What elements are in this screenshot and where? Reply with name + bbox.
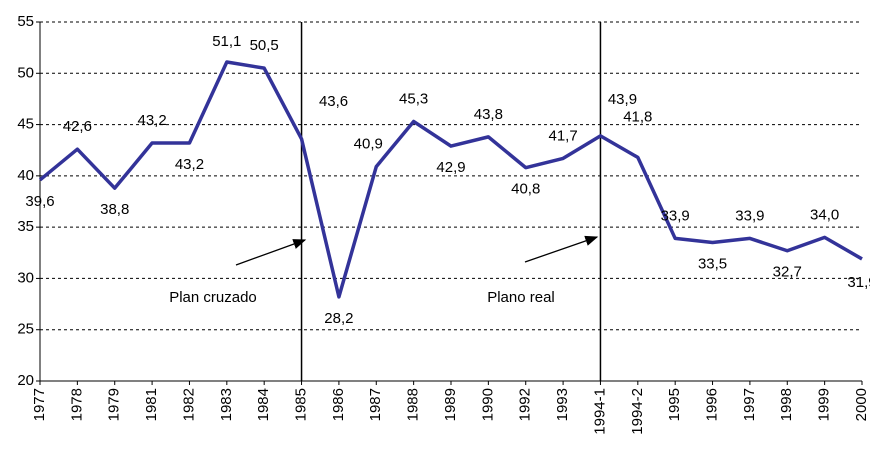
data-label: 43,8: [474, 106, 503, 123]
x-tick-label: 1978: [68, 388, 85, 421]
x-tick-label: 1981: [143, 388, 160, 421]
x-tick-label: 1990: [479, 388, 496, 421]
x-tick-label: 2000: [853, 388, 870, 421]
data-label: 42,6: [63, 118, 92, 135]
x-tick-label: 1997: [741, 388, 758, 421]
data-label: 28,2: [324, 310, 353, 327]
data-label: 39,6: [25, 193, 54, 210]
x-tick-label: 1983: [218, 388, 235, 421]
data-label: 43,2: [175, 156, 204, 173]
x-tick-label: 1995: [666, 388, 683, 421]
x-tick-label: 1989: [442, 388, 459, 421]
x-tick-label: 1999: [816, 388, 833, 421]
data-label: 43,2: [137, 112, 166, 129]
data-label: 43,6: [319, 93, 348, 110]
data-label: 34,0: [810, 206, 839, 223]
arrow: [235, 239, 307, 266]
x-tick-label: 1993: [554, 388, 571, 421]
line-series: [38, 60, 863, 299]
data-label: 32,7: [773, 264, 802, 281]
x-tick-label: 1994-1: [591, 388, 608, 435]
x-tick-label: 1982: [180, 388, 197, 421]
x-tick-label: 1979: [106, 388, 123, 421]
x-tick-label: 1986: [330, 388, 347, 421]
x-tick-label: 1988: [405, 388, 422, 421]
y-tick-label: 20: [17, 372, 34, 389]
arrow: [524, 235, 599, 263]
y-tick-label: 40: [17, 167, 34, 184]
y-tick-label: 30: [17, 269, 34, 286]
data-label: 38,8: [100, 201, 129, 218]
x-tick-label: 1985: [293, 388, 310, 421]
data-label: 43,9: [608, 91, 637, 108]
y-tick-label: 55: [17, 13, 34, 30]
y-tick-label: 45: [17, 116, 34, 133]
x-tick-label: 1994-2: [629, 388, 646, 435]
data-label: 31,9: [847, 274, 870, 291]
x-tick-label: 1996: [704, 388, 721, 421]
y-tick-label: 35: [17, 218, 34, 235]
x-tick-label: 1977: [31, 388, 48, 421]
x-tick-label: 1992: [517, 388, 534, 421]
annotation: Plano real: [487, 289, 555, 306]
data-label: 51,1: [212, 33, 241, 50]
data-label: 45,3: [399, 90, 428, 107]
x-tick-label: 1984: [255, 388, 272, 421]
data-label: 40,9: [354, 136, 383, 153]
y-tick-label: 50: [17, 64, 34, 81]
y-tick-label: 25: [17, 321, 34, 338]
data-label: 42,9: [436, 159, 465, 176]
x-tick-label: 1998: [778, 388, 795, 421]
x-tick-label: 1987: [367, 388, 384, 421]
data-label: 33,9: [735, 207, 764, 224]
data-label: 41,8: [623, 108, 652, 125]
data-label: 33,5: [698, 255, 727, 272]
data-label: 40,8: [511, 181, 540, 198]
data-label: 50,5: [250, 37, 279, 54]
annotation: Plan cruzado: [169, 289, 257, 306]
data-label: 41,7: [548, 127, 577, 144]
data-label: 33,9: [661, 207, 690, 224]
